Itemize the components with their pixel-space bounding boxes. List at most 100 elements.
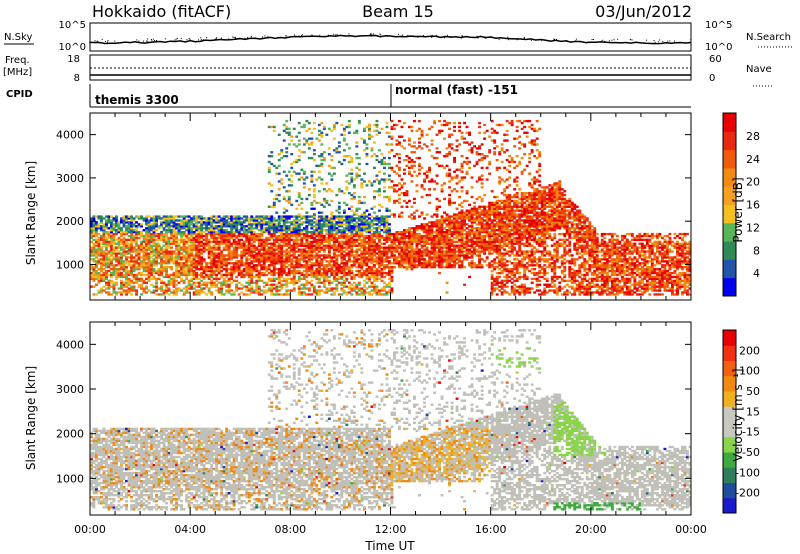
range-cell — [415, 266, 419, 269]
range-cell — [250, 277, 254, 281]
range-cell — [322, 275, 326, 279]
range-cell — [347, 231, 351, 234]
range-cell — [352, 275, 356, 279]
range-cell — [408, 229, 411, 232]
range-cell — [210, 215, 214, 218]
range-cell — [443, 260, 446, 263]
range-cell — [440, 238, 444, 242]
range-cell — [342, 266, 346, 269]
range-cell — [297, 143, 301, 146]
nsearch-point — [200, 37, 202, 39]
range-cell — [255, 217, 259, 220]
range-cell — [393, 248, 396, 251]
nsearch-point — [298, 35, 300, 37]
nsearch-point — [485, 36, 487, 38]
range-cell — [428, 180, 431, 183]
range-cell — [172, 215, 176, 218]
range-cell — [430, 238, 434, 242]
range-cell — [330, 215, 334, 218]
range-cell — [230, 273, 234, 277]
range-cell — [112, 236, 116, 240]
range-cell — [95, 223, 98, 226]
range-cell — [147, 256, 151, 259]
range-cell — [357, 281, 361, 284]
range-cell — [190, 231, 194, 234]
range-cell — [300, 242, 304, 245]
range-cell — [192, 223, 196, 226]
range-cell — [212, 231, 216, 234]
range-cell — [443, 217, 446, 220]
range-cell — [200, 221, 204, 224]
range-cell — [210, 293, 214, 296]
range-cell — [115, 283, 118, 286]
range-cell — [170, 231, 173, 234]
range-cell — [100, 234, 103, 238]
range-cell — [225, 283, 229, 286]
range-cell — [197, 244, 201, 247]
range-cell — [400, 256, 404, 259]
range-cell — [325, 231, 329, 234]
range-cell — [102, 275, 106, 279]
range-cell — [287, 244, 291, 247]
range-cell — [235, 231, 239, 234]
range-cell — [97, 248, 101, 251]
range-cell — [287, 258, 291, 261]
range-cell — [250, 291, 254, 294]
range-cell — [398, 242, 401, 245]
range-cell — [157, 236, 161, 240]
range-cell — [240, 252, 244, 255]
range-cell — [167, 252, 171, 255]
range-cell — [225, 269, 229, 273]
range-cell — [340, 162, 344, 166]
range-cell — [190, 223, 194, 226]
range-cell — [413, 145, 416, 148]
range-cell — [290, 139, 294, 142]
range-cell — [152, 229, 156, 232]
range-cell — [260, 219, 264, 222]
range-cell — [250, 262, 254, 265]
range-cell — [237, 238, 241, 242]
range-cell — [215, 279, 219, 283]
range-cell — [90, 231, 93, 234]
range-cell — [345, 248, 349, 251]
range-cell — [242, 227, 246, 230]
range-cell — [385, 285, 389, 288]
range-cell — [195, 225, 199, 228]
range-cell — [230, 242, 234, 245]
range-cell — [265, 242, 269, 245]
range-cell — [182, 227, 186, 230]
range-cell — [225, 229, 229, 232]
range-cell — [297, 223, 301, 226]
range-cell — [130, 236, 133, 240]
range-cell — [207, 291, 211, 294]
range-cell — [425, 254, 429, 257]
range-cell — [147, 260, 151, 263]
range-cell — [385, 231, 389, 234]
range-cell — [130, 271, 133, 275]
range-cell — [90, 217, 93, 220]
range-cell — [420, 133, 424, 136]
range-cell — [400, 246, 404, 249]
range-cell — [270, 229, 274, 232]
nsearch-point — [466, 35, 468, 37]
range-cell — [190, 273, 194, 277]
range-cell — [330, 234, 334, 238]
range-cell — [262, 248, 266, 251]
nave-tick-bottom: 0 — [709, 73, 715, 84]
range-cell — [137, 271, 141, 275]
range-cell — [192, 231, 196, 234]
range-cell — [380, 256, 384, 259]
range-cell — [282, 232, 286, 236]
range-cell — [132, 281, 136, 284]
range-cell — [388, 266, 391, 269]
range-cell — [327, 172, 331, 175]
range-cell — [352, 260, 356, 263]
range-cell — [100, 289, 103, 292]
range-cell — [257, 232, 261, 236]
range-cell — [355, 256, 359, 259]
range-cell — [110, 293, 113, 296]
range-cell — [302, 125, 306, 129]
range-cell — [368, 260, 371, 263]
nsearch-point — [591, 39, 593, 40]
range-cell — [448, 262, 451, 265]
